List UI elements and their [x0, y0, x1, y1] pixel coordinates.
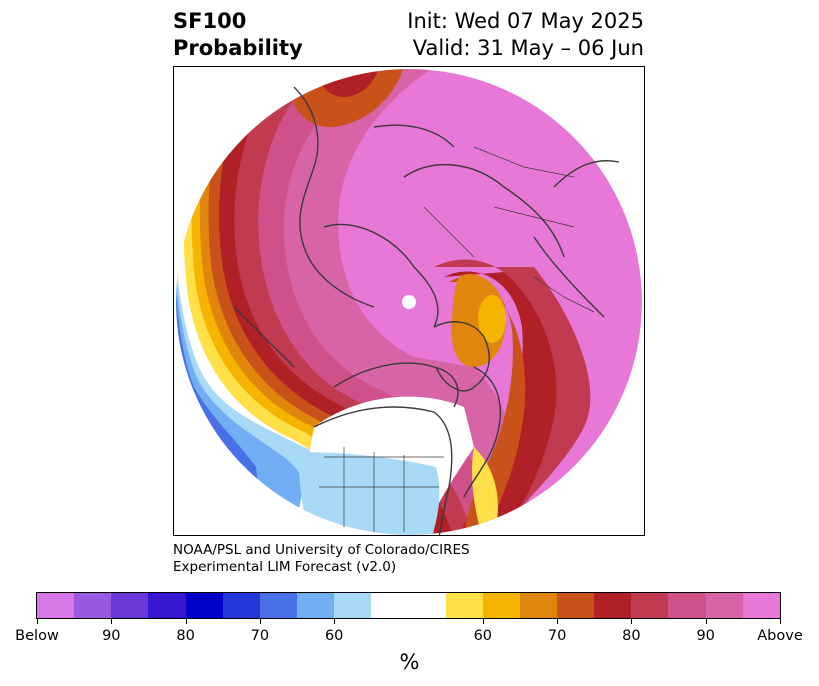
legend-color-swatch: [259, 593, 297, 618]
legend-tick-mark: [482, 619, 484, 624]
legend-tick-mark: [259, 619, 261, 624]
legend-tick-label: 80: [176, 628, 195, 644]
legend-color-swatch: [482, 593, 520, 618]
legend-color-swatch: [631, 593, 669, 618]
polar-map-svg: [174, 67, 644, 535]
legend-tick-label: 90: [102, 628, 121, 644]
political-borders: [319, 146, 595, 532]
field-east-coast: [472, 447, 498, 535]
legend-color-swatch: [668, 593, 706, 618]
legend-color-swatch: [742, 593, 780, 618]
credit-text: NOAA/PSL and University of Colorado/CIRE…: [173, 542, 470, 576]
legend-tick-mark: [557, 619, 559, 624]
legend-tick-label: 70: [547, 628, 567, 644]
legend-color-swatch: [37, 593, 75, 618]
legend-tick-label: 70: [250, 628, 270, 644]
variable-label: SF100: [173, 9, 247, 33]
legend-color-swatch: [74, 593, 112, 618]
field-hudson-ring: [434, 259, 591, 535]
legend-tick-label: Above: [757, 628, 803, 644]
coastlines: [233, 86, 620, 535]
north-pole-marker: [402, 295, 416, 309]
legend-color-swatch: [519, 593, 557, 618]
credit-line-2: Experimental LIM Forecast (v2.0): [173, 559, 397, 575]
color-legend-bar: [36, 592, 781, 619]
probability-label: Probability: [173, 36, 303, 60]
legend-color-swatch: [371, 593, 446, 618]
legend-color-swatch: [222, 593, 260, 618]
forecast-map: [173, 66, 645, 536]
field-hudson-65: [449, 276, 526, 535]
init-date-label: Init: Wed 07 May 2025: [407, 9, 644, 33]
color-legend-unit: %: [399, 650, 420, 674]
legend-tick-mark: [780, 619, 781, 624]
color-legend-ticks: [0, 619, 819, 625]
legend-tick-mark: [705, 619, 707, 624]
field-hudson-55: [478, 295, 506, 343]
map-title-left: SF100 Probability: [173, 8, 303, 62]
legend-tick-label: 60: [324, 628, 344, 644]
legend-tick-mark: [334, 619, 336, 624]
credit-line-1: NOAA/PSL and University of Colorado/CIRE…: [173, 542, 470, 558]
legend-color-swatch: [705, 593, 743, 618]
legend-tick-mark: [631, 619, 633, 624]
legend-color-swatch: [445, 593, 483, 618]
color-legend-labels: Below 90 80 70 60 60 70 80 90 Above: [0, 628, 819, 648]
legend-tick-label: 90: [696, 628, 715, 644]
map-title-right: Init: Wed 07 May 2025 Valid: 31 May – 06…: [407, 8, 644, 62]
legend-color-swatch: [111, 593, 149, 618]
legend-tick-mark: [185, 619, 187, 624]
probability-field: [176, 69, 642, 535]
legend-tick-label: Below: [15, 628, 59, 644]
legend-tick-label: 80: [622, 628, 641, 644]
legend-color-swatch: [334, 593, 372, 618]
legend-color-swatch: [148, 593, 186, 618]
legend-color-swatch: [594, 593, 632, 618]
legend-tick-mark: [37, 619, 38, 624]
legend-tick-label: 60: [473, 628, 493, 644]
legend-color-swatch: [185, 593, 223, 618]
field-hudson-75: [444, 271, 557, 535]
legend-color-swatch: [296, 593, 335, 618]
map-outside-mask: [174, 67, 644, 535]
valid-date-label: Valid: 31 May – 06 Jun: [412, 36, 644, 60]
legend-tick-mark: [111, 619, 113, 624]
legend-color-swatch: [556, 593, 595, 618]
